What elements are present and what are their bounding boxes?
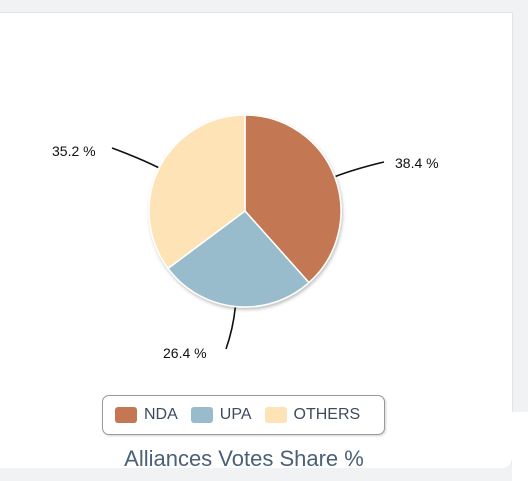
chart-card-edge: [512, 412, 528, 481]
data-labels: 38.4 % 26.4 % 35.2 %: [52, 143, 439, 361]
legend-swatch-nda: [115, 407, 137, 423]
data-label-others: 35.2 %: [52, 143, 96, 159]
legend-swatch-others: [264, 407, 287, 423]
leader-lines: [111, 147, 385, 350]
leader-line-nda: [335, 161, 385, 178]
legend-item-others[interactable]: OTHERS: [264, 406, 361, 424]
chart-legend: NDA UPA OTHERS: [102, 395, 385, 435]
pie-slice-others[interactable]: [148, 114, 246, 270]
legend-swatch-upa: [190, 407, 213, 423]
legend-label-upa: UPA: [219, 406, 252, 423]
pie-slice-nda[interactable]: [244, 114, 342, 284]
legend-item-upa[interactable]: UPA: [190, 406, 252, 424]
legend-label-nda: NDA: [144, 406, 178, 423]
data-label-nda: 38.4 %: [395, 155, 439, 171]
pie-slices: [148, 114, 342, 308]
leader-line-others: [111, 147, 159, 169]
legend-item-nda[interactable]: NDA: [115, 406, 178, 424]
legend-label-others: OTHERS: [293, 406, 361, 423]
leader-line-upa: [225, 307, 237, 350]
pie-slice-upa[interactable]: [166, 209, 310, 308]
chart-title: Alliances Votes Share %: [124, 446, 364, 471]
data-label-upa: 26.4 %: [163, 345, 207, 361]
